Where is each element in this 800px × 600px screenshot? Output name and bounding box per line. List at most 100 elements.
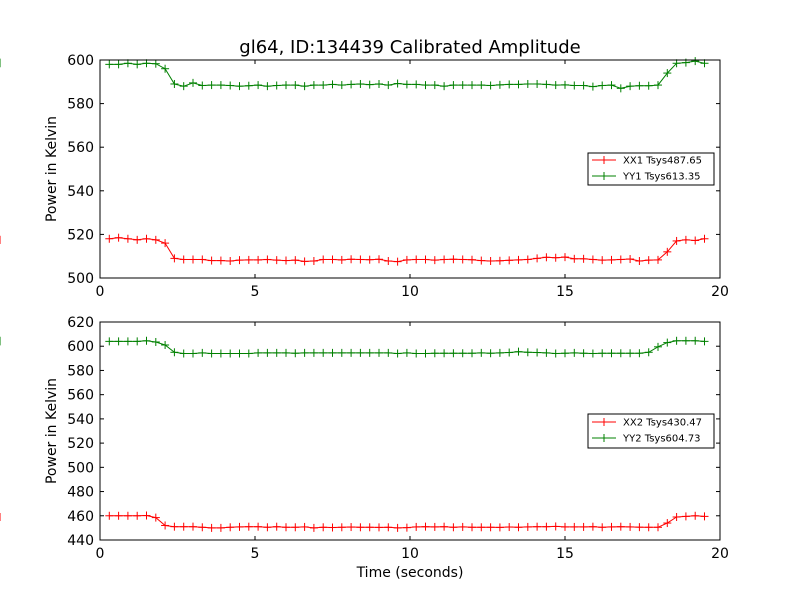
bottom-series-yy-point [263, 348, 272, 357]
top-series-xx-point [505, 256, 514, 265]
top-series-yy-point [161, 64, 170, 73]
top-series-yy-point [440, 82, 449, 91]
top-series-xx-point [282, 256, 290, 265]
bottom-series-yy-point [533, 348, 542, 357]
bottom-y-tick-label: 540 [67, 412, 94, 428]
top-series-xx-point [542, 253, 551, 262]
bottom-series-xx-point [551, 522, 560, 531]
bottom-x-tick-label: 10 [401, 546, 419, 562]
bottom-series-xx-point [430, 522, 439, 531]
bottom-y-tick-label: 600 [67, 339, 94, 355]
top-series-xx-point [495, 256, 504, 265]
bottom-series-yy-point [700, 337, 709, 346]
top-series-yy-point [495, 80, 504, 89]
bottom-series-xx-point [161, 521, 170, 530]
bottom-series-xx-point [123, 511, 132, 520]
top-series-xx-point [151, 235, 160, 244]
top-series-xx-point [514, 255, 523, 264]
top-series-xx-point [356, 255, 365, 264]
top-series-xx-point [523, 255, 532, 264]
top-series-yy-point [663, 69, 672, 78]
top-series-yy-point [254, 81, 263, 90]
bottom-series-xx-point [495, 523, 504, 532]
bottom-series-yy-point [626, 349, 635, 358]
bottom-series-yy-point [477, 348, 486, 357]
top-series-xx-point [291, 256, 300, 265]
top-series-yy-point [356, 79, 365, 88]
top-series-xx-point [570, 254, 579, 263]
bottom-series-xx-point [402, 523, 411, 532]
bottom-series-xx-point [375, 523, 383, 532]
top-y-axis-label: Power in Kelvin [44, 116, 60, 222]
bottom-series-yy-point [691, 336, 700, 345]
top-x-tick-label: 5 [251, 284, 260, 300]
top-series-xx-point [700, 234, 709, 243]
top-series-xx-point [189, 255, 197, 264]
bottom-series-yy-point [440, 349, 449, 358]
top-series-yy-point [337, 81, 346, 90]
bottom-series-yy-point [337, 348, 346, 357]
top-series-xx-point [393, 257, 402, 266]
bottom-series-yy-point [505, 348, 514, 357]
top-series-xx-point [319, 255, 328, 264]
bottom-series-yy-point [495, 348, 504, 357]
bottom-series-yy-point [486, 349, 495, 358]
bottom-series-yy-point [542, 348, 551, 357]
top-series-yy-point [142, 59, 151, 68]
bottom-series-yy-point [681, 336, 690, 345]
top-series-xx-point [579, 254, 588, 263]
bottom-series-yy-point [365, 348, 374, 357]
bottom-series-xx-point [384, 523, 393, 532]
bottom-series-yy-point [272, 348, 281, 357]
top-series-xx-point [384, 256, 393, 265]
bottom-series-yy-point [523, 348, 532, 357]
top-series-yy-point [523, 79, 532, 88]
bottom-series-yy-point [254, 348, 263, 357]
bottom-series-xx-point [291, 523, 300, 532]
bottom-series-xx-point [505, 523, 514, 532]
top-series-yy-point [412, 80, 421, 89]
top-series-yy-point [198, 81, 207, 90]
bottom-series-xx-point [235, 522, 244, 531]
bottom-series-xx-point [458, 522, 467, 531]
bottom-series-xx-point [189, 522, 197, 531]
bottom-series-xx-point [486, 523, 495, 532]
top-series-xx-point [486, 256, 495, 265]
top-series-xx-point [402, 255, 411, 264]
bottom-series-yy-point [105, 337, 114, 346]
bottom-series-yy-point [402, 348, 411, 357]
bottom-series-yy-point [663, 338, 672, 347]
top-series-xx-point [235, 256, 244, 265]
bottom-series-yy-point [412, 349, 421, 358]
bottom-plot: 0 5 10 15 20 440460480500520540560580600620 … [0, 315, 729, 581]
bottom-y-tick-label: 560 [67, 388, 94, 404]
top-series-xx-point [588, 255, 597, 264]
top-series-xx-point [105, 234, 114, 243]
top-series-yy-point [551, 81, 560, 90]
bottom-series-yy-point [133, 337, 142, 346]
top-series-yy-point [328, 80, 337, 89]
bottom-series-yy-point [170, 348, 179, 357]
top-series-xx-point [337, 255, 346, 264]
top-series-xx-point [477, 256, 486, 265]
top-series-xx-point [263, 255, 272, 264]
top-series-xx-point [654, 255, 662, 264]
top-series-yy-point [644, 81, 653, 90]
top-series-xx-point [216, 256, 225, 265]
top-series-yy-point [291, 81, 300, 90]
top-series-yy-point [691, 57, 700, 66]
top-series-xx-point [347, 255, 356, 264]
bottom-series-xx-point [421, 522, 430, 531]
bottom-series-yy-point [579, 349, 588, 358]
top-series-xx-point [449, 255, 458, 264]
bottom-series-xx-point [681, 512, 690, 521]
top-series-xx-point [412, 255, 421, 264]
top-series-xx-point [533, 254, 542, 263]
bottom-series-yy-point [300, 348, 309, 357]
bottom-series-xx-point [226, 523, 235, 532]
bottom-y-ticks: 440 460 480 500 520 540 560 580 600 620 [67, 315, 720, 549]
top-series-yy-point [179, 82, 188, 91]
top-series-xx-point [440, 255, 449, 264]
bottom-series-xx-point [514, 523, 523, 532]
